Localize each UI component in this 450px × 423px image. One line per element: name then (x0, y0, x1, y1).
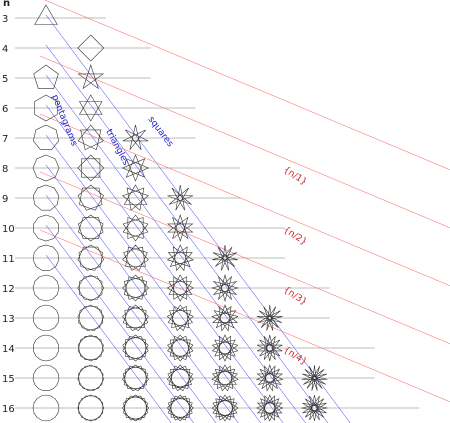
star-14-4 (167, 334, 194, 362)
star-16-3 (122, 394, 149, 422)
blue-guide-9 (45, 254, 172, 423)
star-14-5 (211, 334, 239, 362)
star-16-2 (77, 394, 105, 422)
star-12-5 (210, 273, 240, 303)
star-13-2 (77, 304, 104, 331)
row-labels: 3 4 5 6 7 8 9 10 11 12 13 14 15 16 (2, 14, 15, 415)
diagonal-guide-lines (39, 0, 450, 423)
red-guide-5 (39, 229, 450, 403)
star-13-4 (166, 304, 194, 332)
row-label-7: 7 (2, 134, 8, 145)
star-14-1 (33, 334, 59, 362)
star-8-3 (121, 154, 150, 182)
star-15-2 (77, 364, 105, 392)
star-5-1 (33, 64, 59, 89)
star-12-1 (32, 274, 60, 302)
star-13-3 (122, 304, 149, 332)
star-16-7 (301, 394, 328, 422)
star-12-4 (166, 274, 194, 302)
star-3-1 (34, 4, 58, 25)
star-8-1 (32, 154, 60, 182)
star-6-2 (78, 94, 103, 122)
row-label-12: 12 (2, 284, 15, 295)
row-gridlines (15, 17, 420, 409)
row-label-4: 4 (2, 44, 8, 55)
star-11-1 (32, 244, 60, 271)
red-guide-4 (39, 171, 450, 345)
star-12-2 (77, 274, 105, 302)
red-guide-2 (39, 55, 450, 229)
star-11-2 (77, 244, 104, 271)
row-label-9: 9 (2, 194, 8, 205)
star-14-2 (77, 334, 104, 362)
star-9-1 (32, 184, 60, 211)
star-13-5 (211, 304, 239, 332)
row-label-5: 5 (2, 74, 8, 85)
blue-guide-4 (45, 104, 284, 423)
star-10-2 (78, 214, 104, 242)
n-over-2-label: {n/2} (281, 225, 308, 248)
star-16-1 (32, 394, 60, 422)
star-12-3 (122, 274, 149, 302)
star-14-6 (256, 334, 283, 362)
blue-guide-8 (45, 224, 194, 423)
row-label-13: 13 (2, 314, 15, 325)
row-label-11: 11 (2, 254, 15, 265)
star-5-2 (77, 64, 105, 90)
star-11-3 (122, 244, 149, 271)
star-15-7 (301, 364, 328, 391)
star-16-6 (255, 394, 284, 422)
star-9-4 (167, 184, 194, 211)
star-15-5 (211, 364, 239, 392)
row-label-15: 15 (2, 374, 15, 385)
star-7-1 (33, 124, 59, 151)
n-header: n (3, 0, 10, 9)
star-15-3 (122, 364, 149, 392)
star-13-1 (32, 304, 60, 331)
n-over-3-label: {n/3} (281, 285, 308, 308)
star-10-1 (33, 214, 59, 242)
star-7-2 (77, 124, 104, 151)
star-9-3 (122, 184, 149, 211)
star-11-5 (212, 244, 238, 271)
blue-guide-2 (45, 44, 329, 423)
star-15-4 (166, 364, 194, 392)
star-7-3 (122, 124, 149, 150)
row-label-14: 14 (2, 344, 15, 355)
row-label-6: 6 (2, 104, 8, 115)
row-label-10: 10 (2, 224, 15, 235)
star-6-1 (34, 94, 58, 122)
row-label-3: 3 (2, 14, 8, 25)
squares-label: squares (146, 115, 175, 149)
n-over-1-label: {n/1} (281, 165, 308, 188)
pentagrams-label: pentagrams (49, 93, 79, 147)
star-16-4 (166, 394, 194, 422)
blue-guide-5 (45, 134, 262, 423)
triangles-label: triangles (103, 128, 130, 168)
row-label-8: 8 (2, 164, 8, 175)
row-label-16: 16 (2, 404, 15, 415)
star-10-4 (166, 214, 194, 242)
star-13-6 (256, 304, 283, 331)
star-9-2 (77, 184, 104, 211)
polygon-figures (32, 4, 328, 422)
star-8-2 (77, 154, 105, 182)
red-guide-1 (44, 0, 450, 171)
star-14-3 (122, 334, 149, 362)
star-15-1 (32, 364, 60, 392)
red-guide-3 (39, 113, 450, 287)
star-15-6 (255, 364, 284, 392)
star-4-1 (77, 34, 105, 62)
star-10-3 (122, 214, 149, 242)
star-16-5 (211, 394, 239, 422)
star-11-4 (166, 244, 194, 272)
